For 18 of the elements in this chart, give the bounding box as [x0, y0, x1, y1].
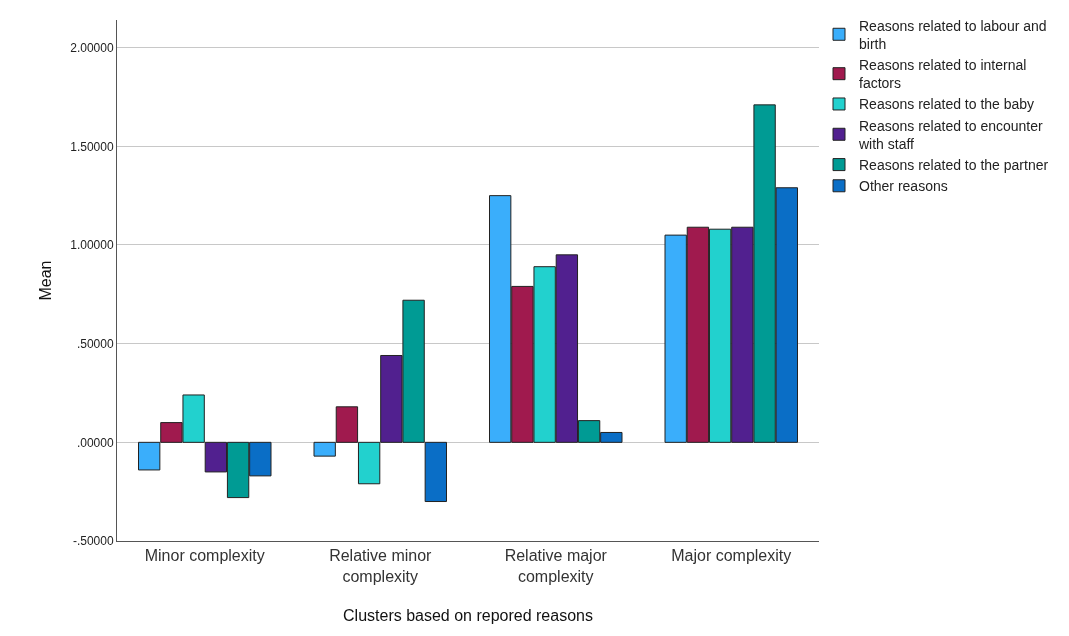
y-tick-label: 1.00000 — [70, 238, 114, 253]
x-tick-label: Relative minor complexity — [329, 547, 433, 585]
y-axis-title: Mean — [37, 260, 55, 301]
legend-label: Other reasons — [859, 178, 948, 195]
y-tick-label: .50000 — [76, 336, 114, 351]
y-tick-label: 1.50000 — [70, 139, 114, 154]
legend-label: Reasons related to the partner — [859, 157, 1049, 174]
y-tick-label: -.50000 — [72, 534, 114, 549]
legend-label: Reasons related to internal factors — [859, 57, 1027, 92]
y-tick-label: .00000 — [76, 435, 114, 450]
y-tick-label: 2.00000 — [70, 40, 114, 55]
x-tick-label: Relative major complexity — [504, 547, 608, 585]
x-tick-label: Minor complexity — [144, 547, 265, 565]
legend-label: Reasons related to labour and birth — [859, 17, 1047, 52]
legend-label: Reasons related to the baby — [859, 96, 1035, 113]
legend-label: Reasons related to encounter with staff — [858, 117, 1044, 152]
x-tick-label: Major complexity — [671, 547, 792, 565]
x-axis-title: Clusters based on repored reasons — [343, 606, 593, 624]
